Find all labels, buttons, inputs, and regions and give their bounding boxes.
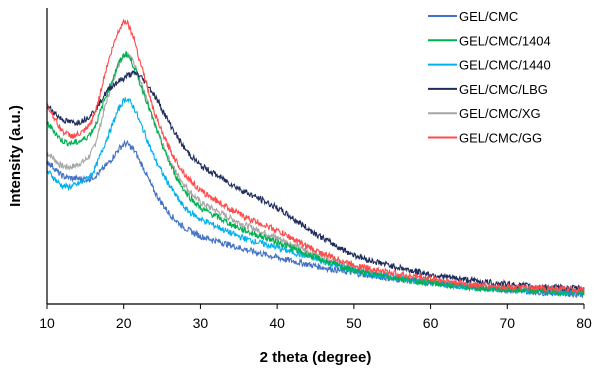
x-tick-label: 50 <box>346 315 362 331</box>
legend-label: GEL/CMC/1440 <box>459 58 551 73</box>
x-tick-label: 80 <box>576 315 592 331</box>
series-line-gel-cmc <box>46 139 585 299</box>
x-tick-label: 60 <box>423 315 439 331</box>
x-tick-label: 30 <box>193 315 209 331</box>
x-tick-label: 70 <box>499 315 515 331</box>
series-line-gel-cmc-gg <box>46 18 585 295</box>
series-line-gel-cmc-1404 <box>46 51 585 297</box>
legend-label: GEL/CMC <box>459 9 518 24</box>
y-axis-title: Intensity (a.u.) <box>7 105 24 207</box>
legend-label: GEL/CMC/LBG <box>459 82 548 97</box>
legend: GEL/CMC GEL/CMC/1404 GEL/CMC/1440 GEL/CMC/L… <box>428 9 551 146</box>
series-layer <box>46 18 585 299</box>
x-axis-title: 2 theta (degree) <box>260 349 372 366</box>
x-tick-label: 20 <box>116 315 132 331</box>
legend-label: GEL/CMC/1404 <box>459 33 551 48</box>
x-tick-label: 40 <box>269 315 285 331</box>
legend-label: GEL/CMC/XG <box>459 106 541 121</box>
x-ticks-layer: 10 20 30 40 50 60 70 80 <box>39 304 592 331</box>
x-tick-label: 10 <box>39 315 55 331</box>
legend-label: GEL/CMC/GG <box>459 131 542 146</box>
